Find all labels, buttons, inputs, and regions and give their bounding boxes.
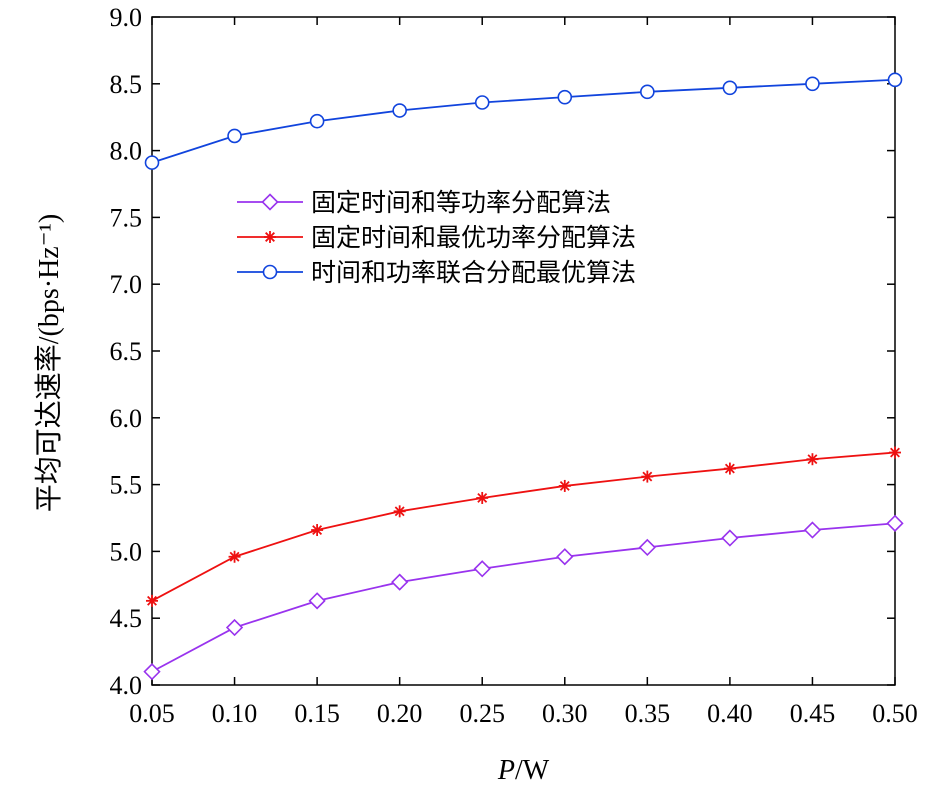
x-axis: 0.05 0.10 0.15 0.20 0.25 0.30 0.35 0.40 0.45 0.50 (129, 17, 918, 728)
y-tick-label: 6.0 (110, 404, 143, 433)
x-tick-label: 0.10 (212, 699, 258, 728)
series-line (151, 78, 896, 164)
data-point (146, 594, 158, 607)
data-point (227, 128, 242, 144)
data-point (889, 446, 901, 459)
y-tick-label: 6.5 (110, 337, 143, 366)
x-tick-label: 0.35 (625, 699, 671, 728)
y-tick-label: 8.5 (110, 70, 143, 99)
data-point (392, 103, 407, 118)
y-tick-label: 9.0 (110, 3, 143, 32)
x-tick-label: 0.50 (872, 699, 918, 728)
plot-frame (151, 16, 896, 686)
y-tick-label: 8.0 (110, 137, 143, 166)
data-point (641, 470, 654, 483)
data-point (228, 550, 241, 563)
y-tick-label: 4.5 (110, 604, 143, 633)
data-point (721, 529, 739, 547)
data-point (805, 76, 820, 92)
series (143, 514, 904, 681)
data-point (311, 524, 324, 537)
y-tick-label: 5.5 (110, 471, 143, 500)
plot-border (151, 16, 896, 686)
legend-entry: 固定时间和最优功率分配算法 (237, 223, 636, 252)
x-tick-label: 0.30 (542, 699, 588, 728)
y-axis-title: 平均可达速率/(bps·Hz⁻¹) (33, 214, 65, 512)
data-point (309, 113, 325, 129)
series-line (151, 451, 896, 602)
x-tick-label: 0.45 (790, 699, 836, 728)
series-line (151, 522, 896, 673)
x-axis-title-italic: P (497, 755, 515, 786)
legend-label: 时间和功率联合分配最优算法 (311, 258, 636, 287)
data-point (308, 592, 326, 610)
series (144, 72, 903, 170)
series (146, 446, 901, 607)
y-axis: 4.0 4.5 5.0 5.5 6.0 6.5 7.0 7.5 8.0 8.5 9.0 (110, 3, 895, 700)
data-point (886, 514, 904, 532)
data-point (638, 538, 656, 557)
data-point (557, 89, 573, 105)
x-tick-label: 0.40 (707, 699, 753, 728)
data-point (723, 462, 736, 475)
data-point (391, 573, 409, 591)
legend-label: 固定时间和最优功率分配算法 (311, 223, 636, 252)
data-point (225, 618, 244, 637)
data-point (261, 193, 279, 211)
data-point (476, 491, 489, 504)
x-tick-label: 0.25 (459, 699, 505, 728)
data-point (640, 84, 655, 100)
data-point (806, 453, 819, 466)
data-point (722, 80, 738, 96)
data-point (887, 72, 903, 88)
x-tick-label: 0.15 (294, 699, 340, 728)
data-point (803, 521, 822, 539)
data-point (556, 548, 574, 566)
y-tick-label: 4.0 (110, 671, 143, 700)
y-tick-label: 7.5 (110, 203, 143, 232)
x-tick-label: 0.05 (129, 699, 175, 728)
series-layer (143, 72, 904, 681)
data-point (558, 479, 571, 492)
legend-entry: 固定时间和等功率分配算法 (237, 188, 611, 217)
data-point (473, 560, 491, 578)
x-tick-label: 0.20 (377, 699, 423, 728)
legend-entry: 时间和功率联合分配最优算法 (237, 258, 636, 287)
data-point (393, 505, 406, 518)
legend-label: 固定时间和等功率分配算法 (311, 188, 611, 217)
data-point (262, 264, 278, 280)
data-point (144, 155, 160, 170)
data-point (143, 663, 161, 681)
y-tick-label: 5.0 (110, 537, 143, 566)
y-tick-label: 7.0 (110, 270, 143, 299)
data-point (264, 231, 276, 243)
data-point (474, 95, 490, 110)
x-axis-title-unit: /W (515, 755, 550, 786)
x-axis-title: P/W (497, 755, 550, 786)
